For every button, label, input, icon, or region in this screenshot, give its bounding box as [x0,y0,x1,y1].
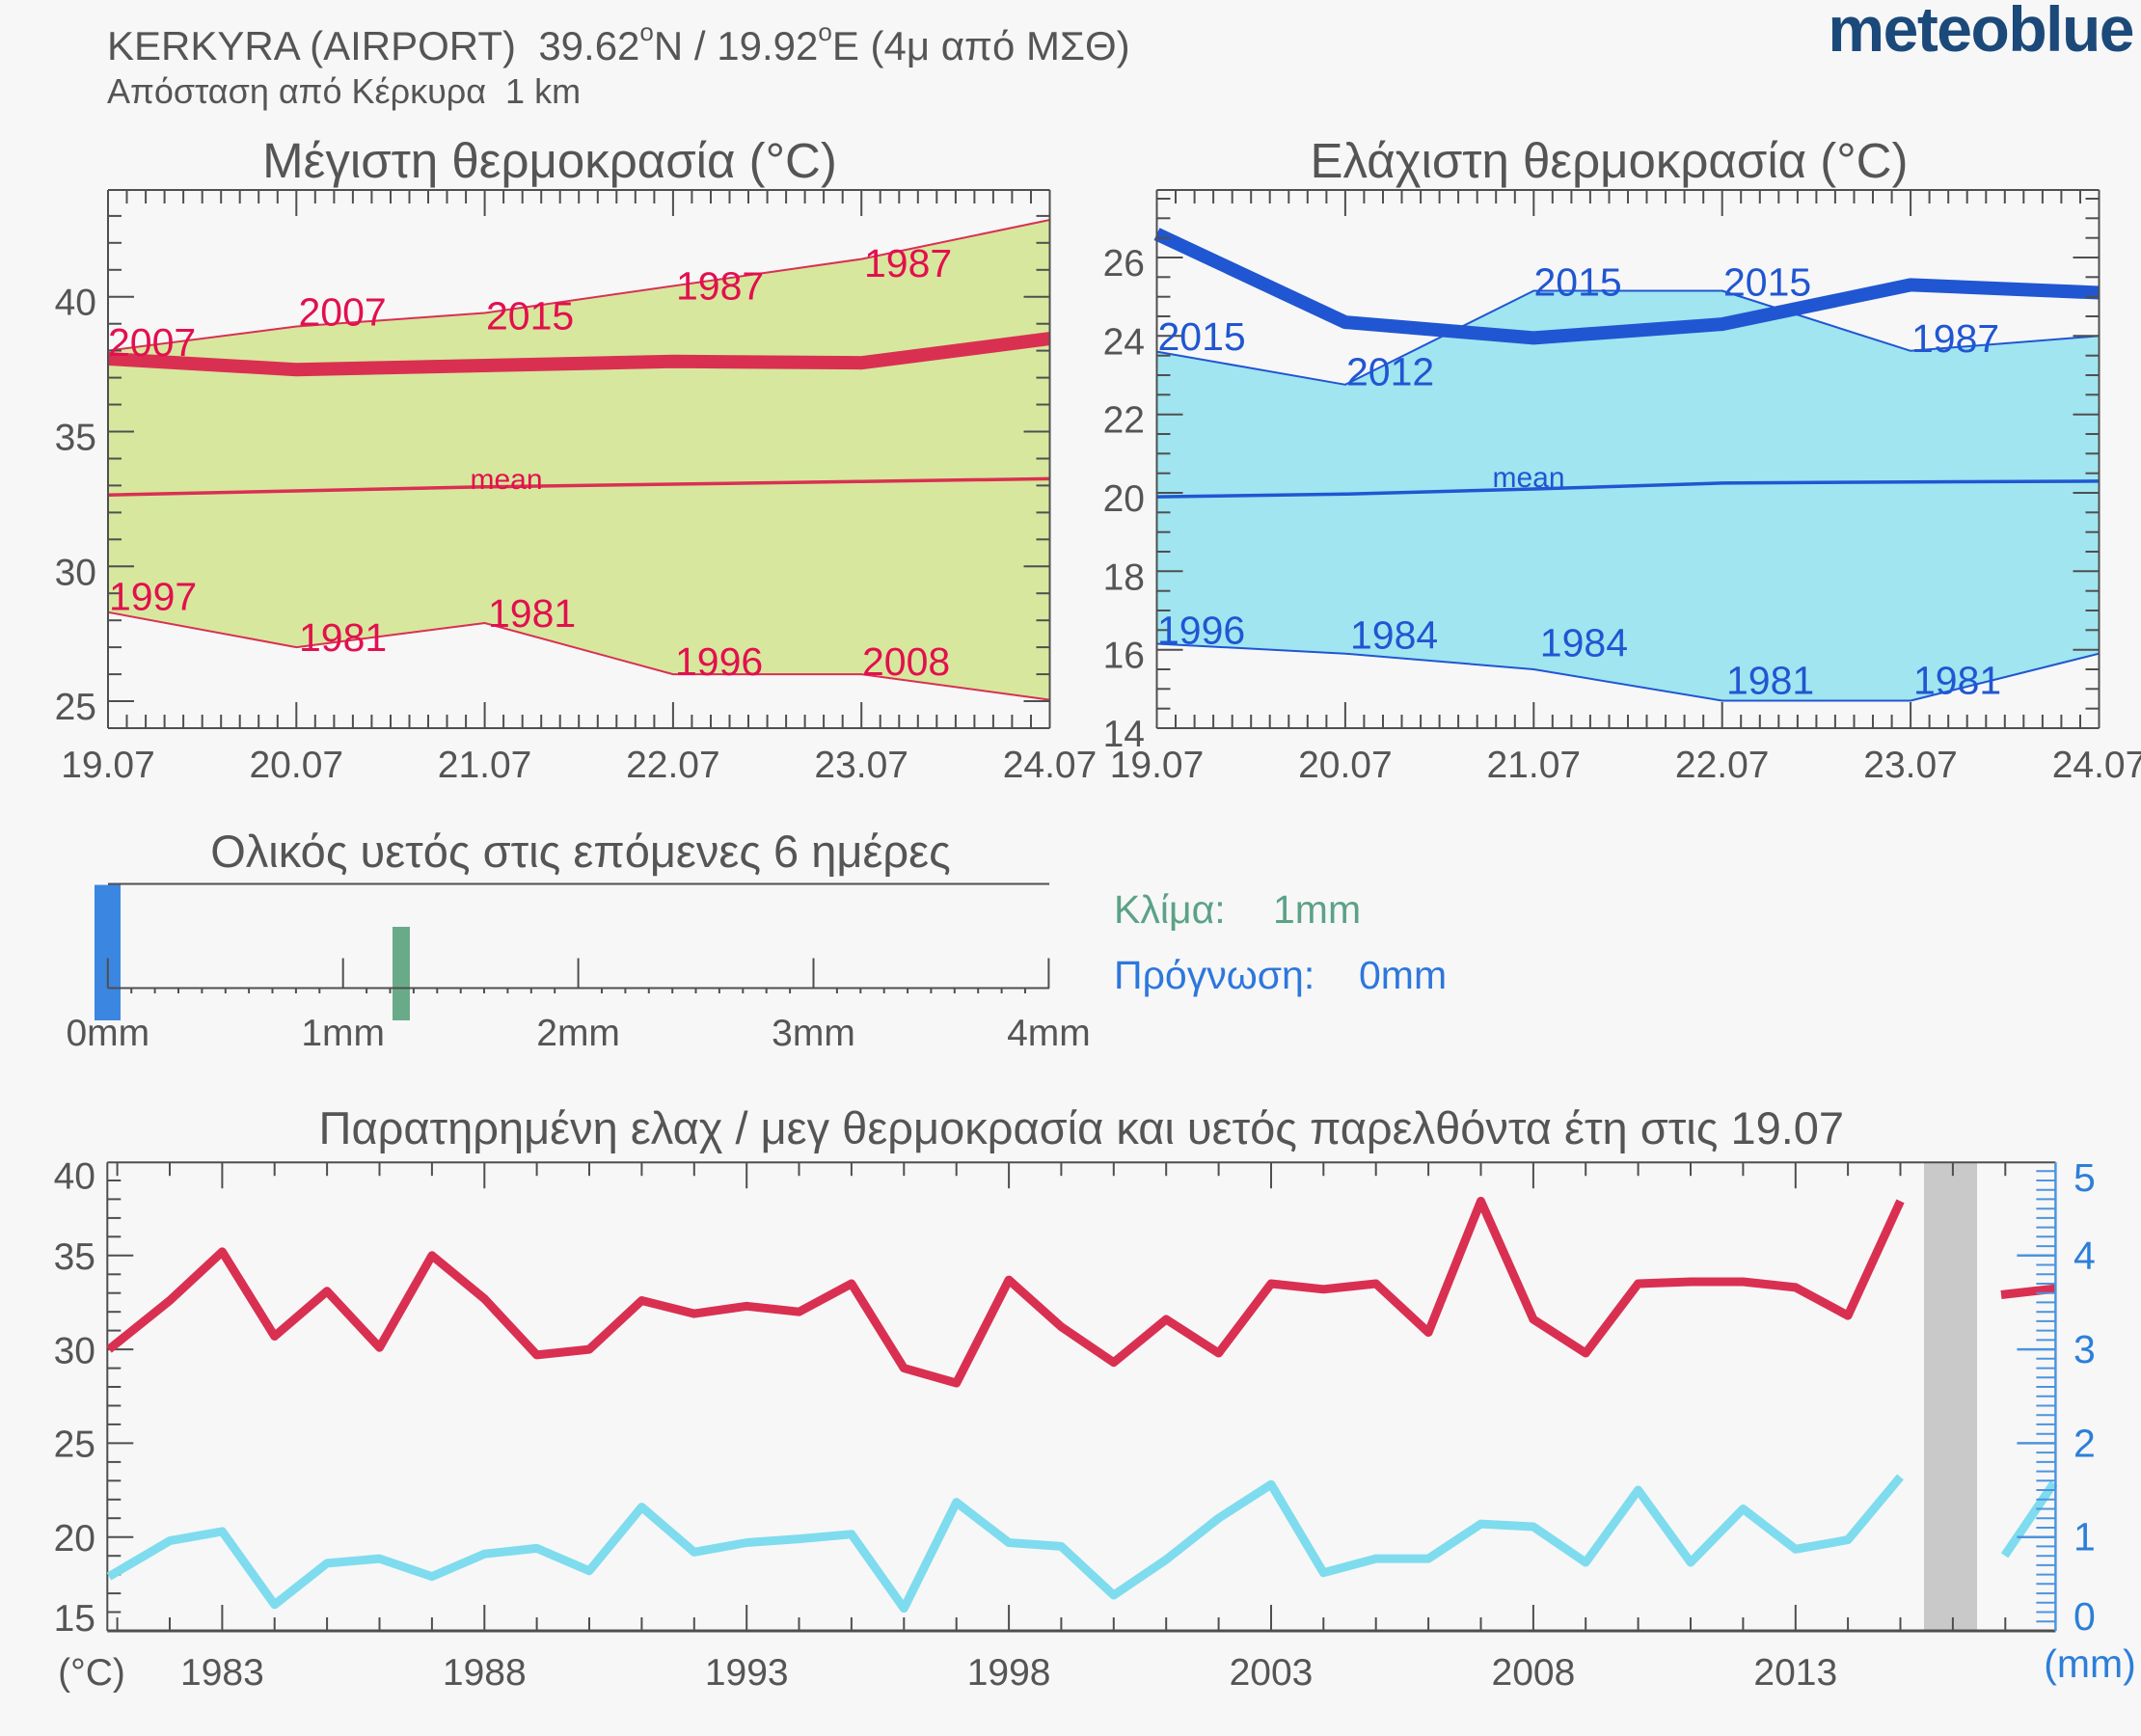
svg-text:23.07: 23.07 [1863,745,1958,786]
svg-text:Κλίμα:: Κλίμα: [1114,887,1226,932]
svg-text:35: 35 [55,418,96,459]
svg-text:1983: 1983 [180,1652,264,1694]
svg-text:21.07: 21.07 [1486,745,1581,786]
svg-text:20.07: 20.07 [1298,745,1393,786]
svg-text:16: 16 [1103,636,1145,677]
svg-text:meteoblue: meteoblue [1828,0,2133,65]
svg-text:Ελάχιστη θερμοκρασία (°C): Ελάχιστη θερμοκρασία (°C) [1311,133,1909,188]
svg-text:25: 25 [55,687,96,728]
svg-text:2012: 2012 [1346,350,1434,394]
svg-text:1996: 1996 [1157,609,1245,653]
svg-text:(mm): (mm) [2044,1641,2136,1686]
svg-text:40: 40 [54,1156,95,1198]
svg-text:1981: 1981 [1726,659,1814,703]
svg-text:21.07: 21.07 [438,745,532,786]
svg-text:30: 30 [54,1330,95,1371]
svg-text:1981: 1981 [299,615,387,660]
svg-text:2015: 2015 [486,294,574,339]
svg-text:24.07: 24.07 [1003,745,1098,786]
svg-text:1987: 1987 [676,264,764,309]
svg-text:19.07: 19.07 [61,745,155,786]
svg-text:4mm: 4mm [1007,1013,1091,1054]
svg-text:Ολικός υετός στις επόμενες 6 η: Ολικός υετός στις επόμενες 6 ημέρες [210,826,951,877]
svg-text:2003: 2003 [1230,1652,1314,1694]
svg-text:Απόσταση από Κέρκυρα 1 km: Απόσταση από Κέρκυρα 1 km [107,71,581,111]
svg-text:1: 1 [2073,1515,2096,1560]
svg-text:5: 5 [2073,1155,2096,1200]
svg-text:2007: 2007 [299,290,387,335]
svg-text:2008: 2008 [862,639,950,684]
svg-text:0mm: 0mm [66,1013,149,1054]
svg-text:KERKYRA (AIRPORT) 39.62oN / 1: KERKYRA (AIRPORT) 39.62oN / 19.92oE (4μ … [107,17,1130,68]
svg-text:20: 20 [1103,478,1145,520]
svg-text:30: 30 [55,552,96,593]
svg-text:22.07: 22.07 [1675,745,1770,786]
svg-text:20.07: 20.07 [249,745,343,786]
svg-text:15: 15 [54,1598,95,1640]
svg-text:1987: 1987 [864,241,952,285]
svg-text:24: 24 [1103,321,1145,363]
svg-text:Παρατηρημένη ελαχ / μεγ θερμοκ: Παρατηρημένη ελαχ / μεγ θερμοκρασία και … [319,1102,1845,1153]
svg-text:1981: 1981 [1913,659,2001,703]
svg-text:2: 2 [2073,1421,2096,1465]
svg-text:1981: 1981 [488,591,576,636]
svg-text:1984: 1984 [1350,613,1438,658]
svg-text:1984: 1984 [1540,621,1628,665]
svg-text:mean: mean [1492,462,1564,494]
svg-text:20: 20 [54,1518,95,1560]
svg-text:mean: mean [470,464,542,496]
svg-text:3mm: 3mm [772,1013,855,1054]
svg-text:1998: 1998 [967,1652,1051,1694]
svg-text:35: 35 [54,1236,95,1278]
svg-text:2015: 2015 [1723,260,1811,305]
svg-text:Μέγιστη θερμοκρασία (°C): Μέγιστη θερμοκρασία (°C) [262,133,837,188]
svg-text:1997: 1997 [109,575,197,619]
svg-text:26: 26 [1103,243,1145,285]
svg-text:2008: 2008 [1492,1652,1576,1694]
svg-text:2015: 2015 [1534,260,1622,305]
svg-text:Πρόγνωση:: Πρόγνωση: [1114,953,1314,997]
svg-text:0: 0 [2073,1594,2096,1639]
svg-text:1988: 1988 [443,1652,527,1694]
svg-text:1987: 1987 [1911,316,1999,361]
svg-text:3: 3 [2073,1327,2096,1371]
svg-text:1996: 1996 [675,639,763,684]
svg-text:2007: 2007 [108,320,196,365]
svg-text:23.07: 23.07 [814,745,908,786]
svg-text:24.07: 24.07 [2052,745,2141,786]
svg-text:1mm: 1mm [301,1013,385,1054]
svg-text:19.07: 19.07 [1110,745,1205,786]
svg-text:25: 25 [54,1424,95,1466]
svg-text:1mm: 1mm [1273,887,1361,932]
svg-text:18: 18 [1103,556,1145,598]
svg-text:14: 14 [1103,714,1145,755]
svg-text:22.07: 22.07 [626,745,720,786]
svg-text:0mm: 0mm [1359,953,1447,997]
svg-text:2015: 2015 [1158,314,1246,359]
svg-text:2mm: 2mm [536,1013,620,1054]
svg-text:2013: 2013 [1753,1652,1837,1694]
svg-text:4: 4 [2073,1234,2096,1278]
svg-text:(°C): (°C) [58,1652,125,1694]
svg-text:1993: 1993 [705,1652,789,1694]
svg-text:40: 40 [55,283,96,324]
svg-text:22: 22 [1103,400,1145,442]
